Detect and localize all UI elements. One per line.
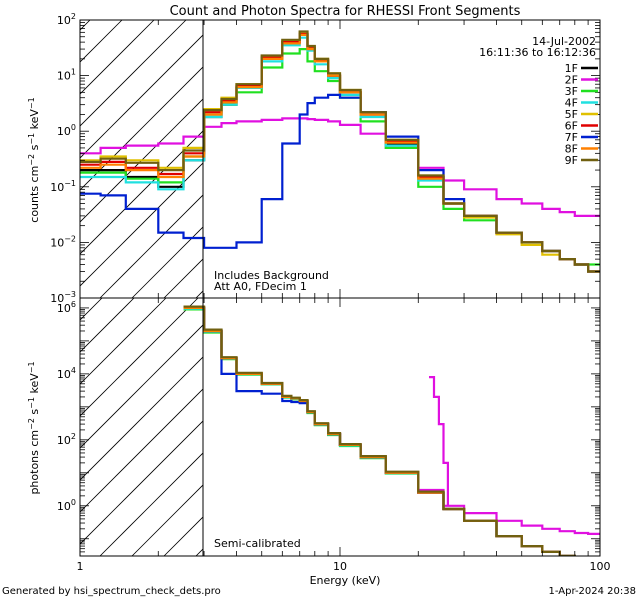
axis-ticks: 1 10 100 10−3 10−2 10−1 100 101 102 100 102 104 106 xyxy=(50,12,610,573)
y-tick-label: 104 xyxy=(57,366,76,381)
hatch-line xyxy=(80,298,103,321)
series-9F-line xyxy=(80,30,600,273)
hatch-line xyxy=(131,226,203,298)
series-2F-line xyxy=(80,117,600,217)
photon-spectrum-series xyxy=(183,305,600,556)
hatch-line xyxy=(80,162,203,287)
hatch-line xyxy=(80,20,187,127)
annotation-semi-calibrated: Semi-calibrated xyxy=(214,537,301,550)
hatch-line xyxy=(195,290,203,298)
hatch-line xyxy=(99,452,203,556)
hatch-line xyxy=(80,130,203,255)
legend-label-4F: 4F xyxy=(565,97,578,110)
y-tick-label: 10−3 xyxy=(50,290,76,305)
legend-label-8F: 8F xyxy=(565,143,578,156)
legend-label-7F: 7F xyxy=(565,131,578,144)
y-tick-label: 102 xyxy=(57,432,76,447)
legend-label-1F: 1F xyxy=(565,62,578,75)
hatch-line xyxy=(228,298,486,556)
y-tick-label: 10−1 xyxy=(50,179,76,194)
hatch-line xyxy=(163,258,203,298)
annotation-background: Includes Background xyxy=(214,269,329,282)
series-5F-line xyxy=(183,306,576,556)
legend-label-6F: 6F xyxy=(565,120,578,133)
series-7F-line xyxy=(183,306,576,556)
count-spectrum-series xyxy=(80,30,600,273)
y-tick-label: 101 xyxy=(57,68,76,83)
legend-label-2F: 2F xyxy=(565,74,578,87)
date-label: 14-Jul-2002 xyxy=(532,35,596,48)
hatch-line xyxy=(260,20,538,298)
series-4F-line xyxy=(183,307,576,556)
hatch-line xyxy=(195,548,203,556)
hatch-line xyxy=(80,324,203,449)
count-y-axis-label: counts cm−2 s−1 keV−1 xyxy=(27,97,41,222)
hatch-line xyxy=(80,298,167,385)
hatch-line xyxy=(80,298,135,353)
y-tick-label: 10−2 xyxy=(50,234,76,249)
x-axis-label: Energy (keV) xyxy=(310,574,381,587)
photon-y-axis-label: photons cm−2 s−1 keV−1 xyxy=(27,361,41,494)
hatch-line xyxy=(80,298,199,417)
y-tick-label: 100 xyxy=(57,498,76,513)
photon-plot-frame xyxy=(79,297,601,557)
hatch-line xyxy=(131,484,203,556)
series-6F-line xyxy=(183,306,576,556)
hatch-line xyxy=(80,420,203,545)
footer-generated-by: Generated by hsi_spectrum_check_dets.pro xyxy=(2,586,221,597)
hatch-line xyxy=(260,298,518,556)
count-plot-frame xyxy=(79,19,601,299)
hatch-line xyxy=(80,20,155,95)
x-tick-label: 100 xyxy=(590,560,611,573)
legend-label-5F: 5F xyxy=(565,108,578,121)
series-9F-line xyxy=(183,305,576,556)
series-2F-line xyxy=(183,306,600,535)
time-range-label: 16:11:36 to 16:12:36 xyxy=(479,46,596,59)
hatch-line xyxy=(99,194,203,298)
y-tick-label: 100 xyxy=(57,123,76,138)
hatch-line xyxy=(80,34,203,159)
series-1F-line xyxy=(183,306,576,556)
series-3F-line xyxy=(183,308,576,556)
legend-label-9F: 9F xyxy=(565,154,578,167)
footer-timestamp: 1-Apr-2024 20:38 xyxy=(549,586,636,597)
y-tick-label: 106 xyxy=(57,300,76,315)
series-8F-line xyxy=(183,306,576,556)
y-tick-label: 102 xyxy=(57,12,76,27)
hatch-line xyxy=(80,356,203,481)
hatch-line xyxy=(80,388,203,513)
hatch-line xyxy=(80,20,91,31)
hatched-region-bottom xyxy=(80,298,518,556)
x-tick-label: 1 xyxy=(77,560,84,573)
series-2F-spike xyxy=(429,376,449,506)
x-tick-label: 10 xyxy=(333,560,347,573)
legend-label-3F: 3F xyxy=(565,85,578,98)
annotation-attenuator: Att A0, FDecim 1 xyxy=(214,280,307,293)
hatch-line xyxy=(80,98,203,223)
figure-title: Count and Photon Spectra for RHESSI Fron… xyxy=(170,4,521,19)
